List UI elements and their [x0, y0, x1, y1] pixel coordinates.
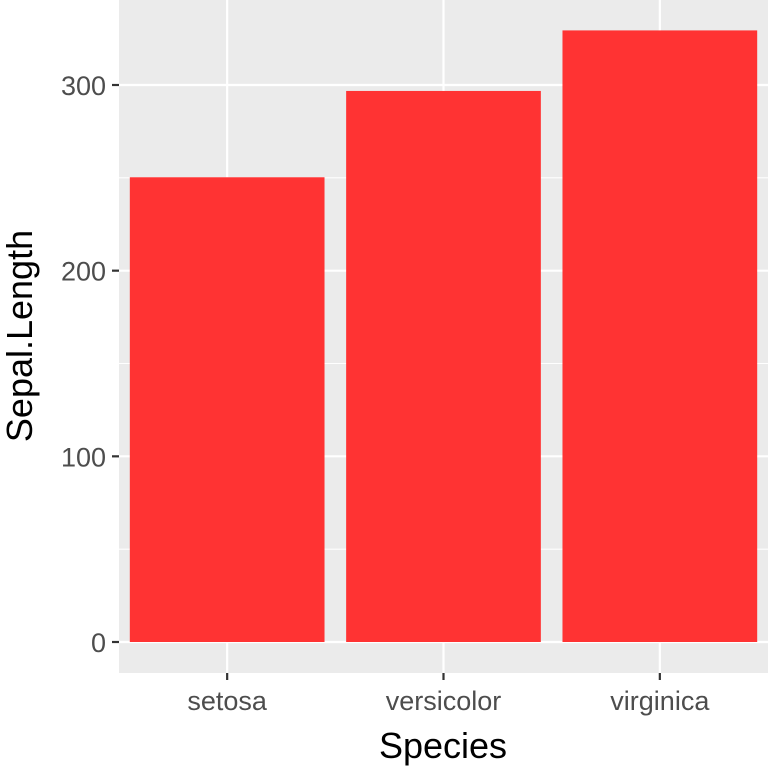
- x-tick-label: setosa: [187, 686, 268, 716]
- y-tick-label: 0: [91, 628, 106, 658]
- x-axis: setosa versicolor virginica: [187, 673, 710, 716]
- y-tick-label: 100: [61, 442, 106, 472]
- bar-setosa: [129, 177, 325, 642]
- bars: [129, 30, 758, 642]
- x-tick-label: versicolor: [386, 686, 502, 716]
- bar-versicolor: [346, 90, 541, 642]
- y-tick-label: 200: [61, 257, 106, 287]
- x-axis-title: Species: [379, 725, 507, 766]
- bar-virginica: [562, 30, 758, 642]
- x-tick-label: virginica: [610, 686, 710, 716]
- y-tick-label: 300: [61, 71, 106, 101]
- y-axis-title: Sepal.Length: [0, 230, 40, 442]
- y-axis: 0 100 200 300: [61, 71, 119, 658]
